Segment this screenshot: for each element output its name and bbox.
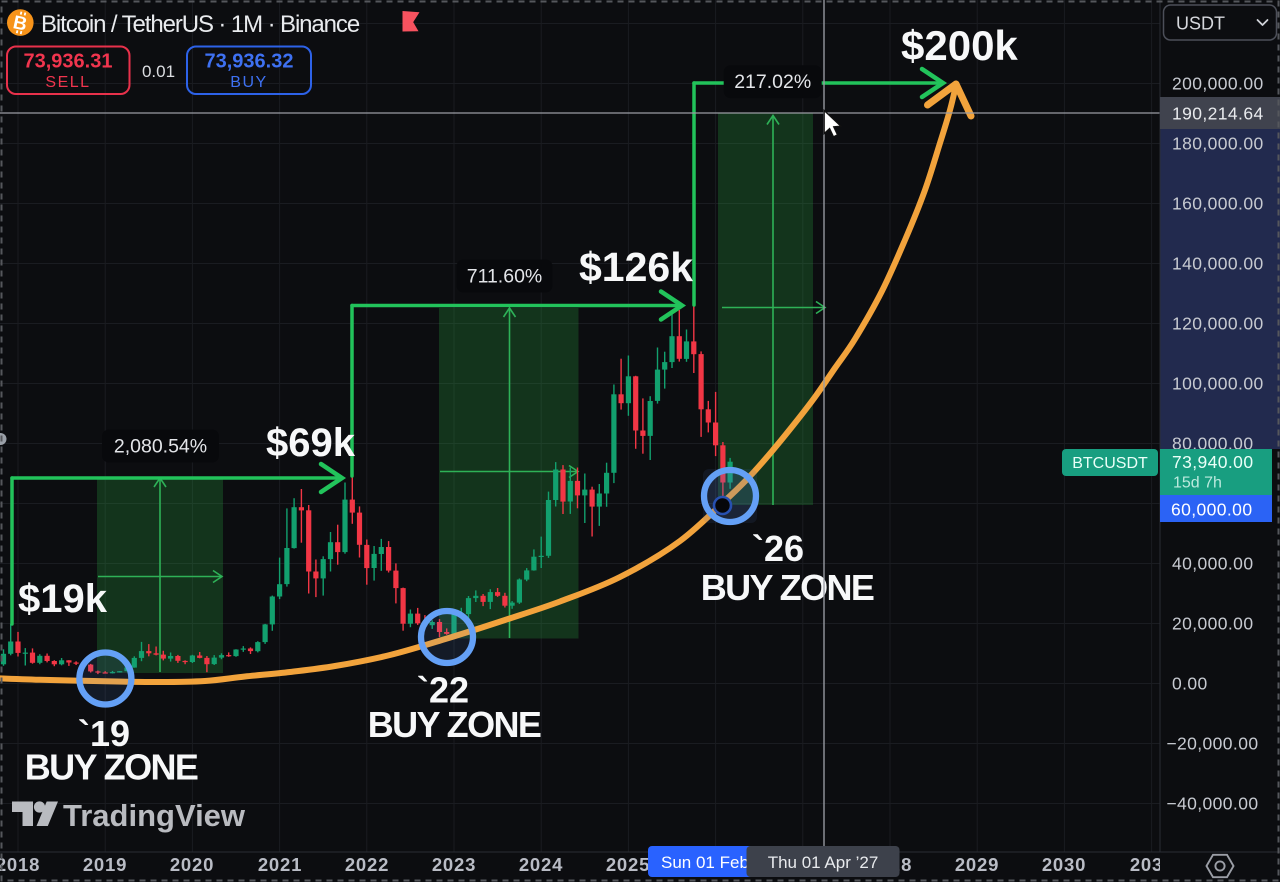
svg-text:USDT: USDT bbox=[1176, 14, 1225, 34]
svg-text:120,000.00: 120,000.00 bbox=[1172, 314, 1264, 334]
svg-text:BUY ZONE: BUY ZONE bbox=[701, 567, 874, 608]
svg-text:B: B bbox=[11, 12, 29, 35]
svg-text:2030: 2030 bbox=[1042, 854, 1086, 875]
svg-text:73,936.31: 73,936.31 bbox=[24, 51, 113, 73]
svg-text:217.02%: 217.02% bbox=[734, 71, 811, 93]
svg-text:2025: 2025 bbox=[606, 854, 650, 875]
svg-text:$200k: $200k bbox=[901, 22, 1018, 69]
svg-text:100,000.00: 100,000.00 bbox=[1172, 374, 1264, 394]
svg-text:160,000.00: 160,000.00 bbox=[1172, 194, 1264, 214]
svg-text:711.60%: 711.60% bbox=[467, 266, 543, 288]
svg-text:190,214.64: 190,214.64 bbox=[1172, 104, 1264, 124]
svg-text:−20,000.00: −20,000.00 bbox=[1166, 734, 1258, 754]
svg-text:15d 7h: 15d 7h bbox=[1173, 475, 1222, 492]
svg-text:Sun 01 Feb: Sun 01 Feb bbox=[661, 853, 749, 872]
svg-text:$69k: $69k bbox=[266, 421, 356, 465]
svg-text:2021: 2021 bbox=[258, 854, 302, 875]
svg-text:80,000.00: 80,000.00 bbox=[1172, 434, 1253, 454]
svg-text:$19k: $19k bbox=[18, 577, 108, 621]
svg-text:BUY: BUY bbox=[230, 74, 267, 91]
svg-text:20,000.00: 20,000.00 bbox=[1172, 614, 1253, 634]
svg-text:`19: `19 bbox=[78, 713, 130, 754]
svg-text:140,000.00: 140,000.00 bbox=[1172, 254, 1264, 274]
svg-text:BUY ZONE: BUY ZONE bbox=[25, 747, 198, 788]
svg-text:BTCUSDT: BTCUSDT bbox=[1072, 455, 1148, 472]
svg-text:40,000.00: 40,000.00 bbox=[1172, 554, 1253, 574]
svg-text:2023: 2023 bbox=[432, 854, 476, 875]
svg-text:2022: 2022 bbox=[345, 854, 389, 875]
svg-text:BUY ZONE: BUY ZONE bbox=[368, 704, 541, 745]
svg-text:SELL: SELL bbox=[45, 74, 90, 91]
svg-text:2029: 2029 bbox=[955, 854, 999, 875]
svg-text:2018: 2018 bbox=[0, 854, 40, 875]
svg-text:$126k: $126k bbox=[579, 244, 693, 290]
svg-text:0.01: 0.01 bbox=[142, 62, 175, 81]
svg-text:73,940.00: 73,940.00 bbox=[1172, 452, 1253, 472]
svg-text:180,000.00: 180,000.00 bbox=[1172, 134, 1264, 154]
svg-text:−40,000.00: −40,000.00 bbox=[1166, 794, 1258, 814]
svg-text:60,000.00: 60,000.00 bbox=[1171, 500, 1252, 520]
svg-text:200,000.00: 200,000.00 bbox=[1172, 74, 1264, 94]
svg-text:Thu 01 Apr ’27: Thu 01 Apr ’27 bbox=[768, 853, 879, 872]
svg-text:2019: 2019 bbox=[83, 854, 127, 875]
svg-text:TradingView: TradingView bbox=[63, 798, 246, 833]
svg-text:0.00: 0.00 bbox=[1172, 674, 1208, 694]
svg-text:2020: 2020 bbox=[170, 854, 214, 875]
svg-text:`22: `22 bbox=[417, 670, 469, 711]
svg-text:Bitcoin / TetherUS · 1M · Bina: Bitcoin / TetherUS · 1M · Binance bbox=[41, 11, 360, 38]
svg-text:2024: 2024 bbox=[519, 854, 563, 875]
svg-text:`26: `26 bbox=[752, 528, 804, 569]
svg-text:73,936.32: 73,936.32 bbox=[205, 51, 294, 73]
svg-text:2,080.54%: 2,080.54% bbox=[114, 436, 207, 458]
